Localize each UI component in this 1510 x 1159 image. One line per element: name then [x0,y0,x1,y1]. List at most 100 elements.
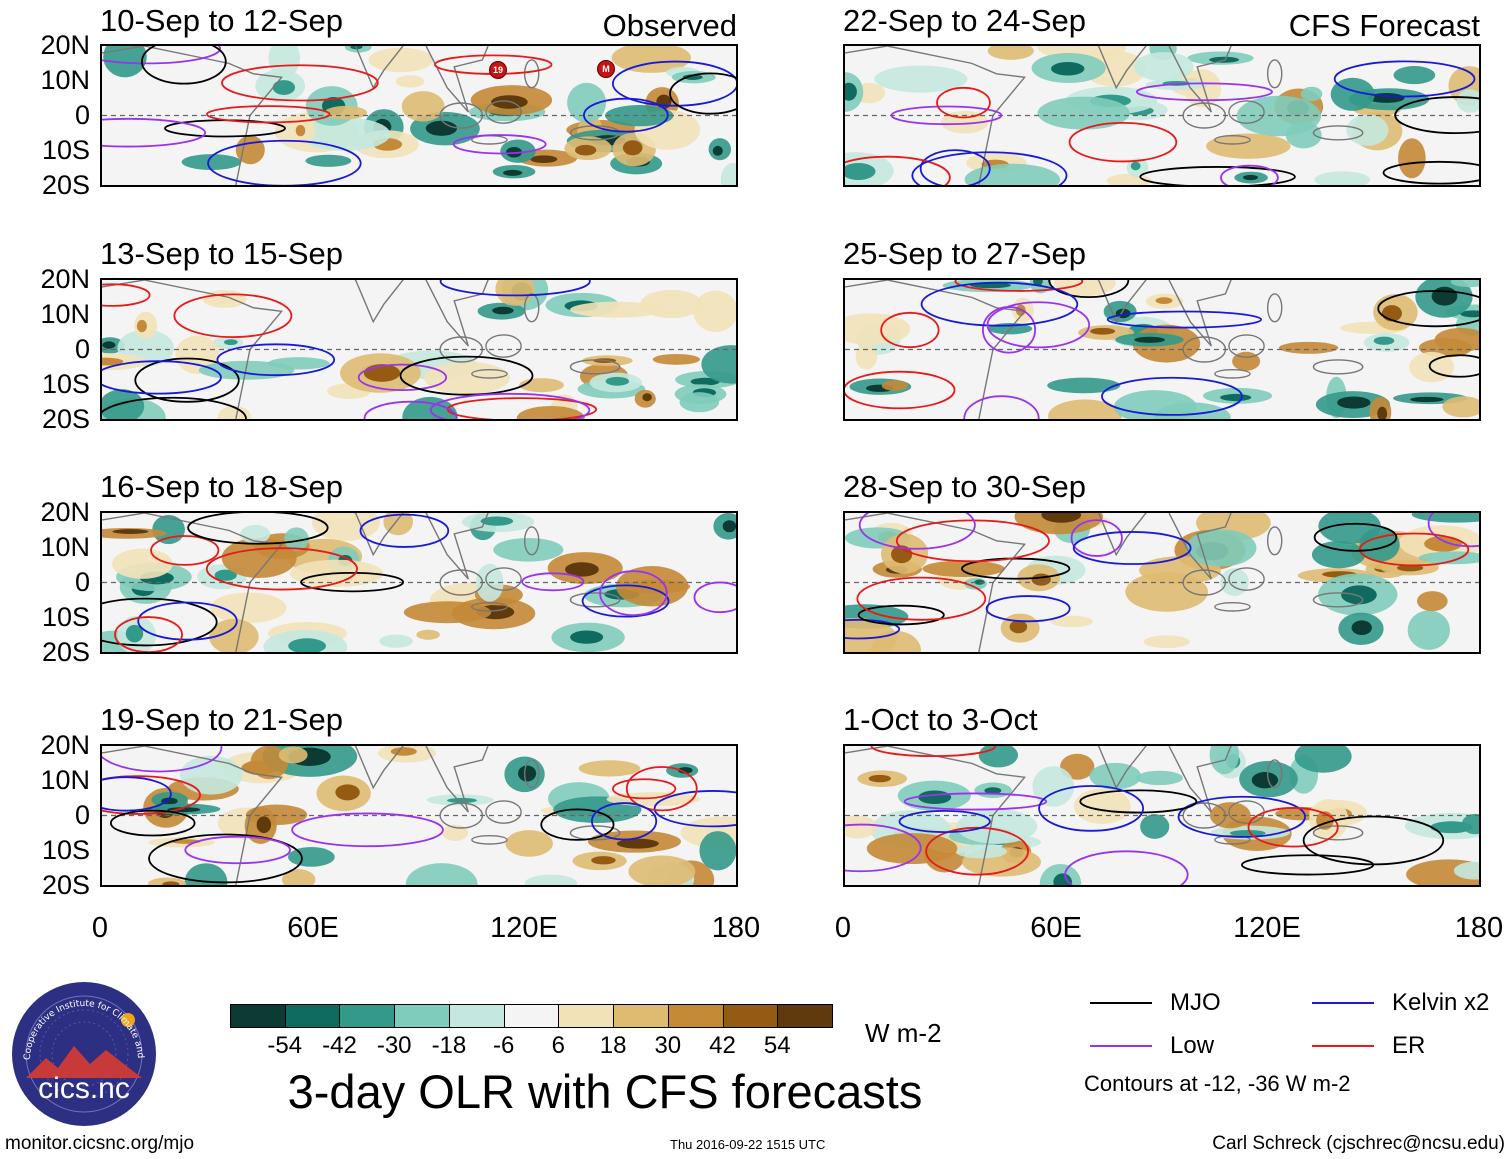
olr-anomaly-core [136,319,147,333]
lat-label: 10N [40,532,90,562]
map-svg [102,513,736,652]
olr-anomaly-blob [956,809,1038,844]
panel-title-right-1: 22-Sep to 24-Sep [843,3,1087,38]
wave-contours [845,280,1479,419]
contour-ring [625,766,698,812]
footer-author: Carl Schreck (cjschrec@ncsu.edu) [1212,1133,1505,1154]
lat-label: 0 [74,567,90,597]
olr-anomaly-blob [1442,396,1479,418]
olr-anomaly-core [656,94,672,109]
olr-anomaly-core [712,145,723,156]
olr-anomaly-blob [1185,529,1257,567]
logo-text: cics.nc [38,1072,130,1105]
coastline-africa [102,513,283,652]
olr-anomaly-core [575,144,597,156]
coastline-new-guinea [569,359,621,375]
olr-anomaly-core [530,155,558,163]
contour-ring [521,572,585,592]
olr-anomaly-blob [604,105,674,127]
coastline-india [1097,513,1147,557]
olr-anomaly-blob [416,629,440,640]
coastlines [102,746,621,885]
contour-ring [1101,376,1243,416]
olr-anomaly-blob [505,830,553,857]
contour-ring [429,392,591,419]
contour-ring [845,823,922,873]
map-panel-left-4 [100,744,738,887]
olr-anomaly-blob [1183,69,1222,108]
olr-anomaly-blob [312,513,380,541]
map-svg [102,46,736,185]
coastline-southeast-asia [425,46,489,113]
contour-ring [985,595,1071,623]
olr-anomaly-core [1460,310,1479,318]
contour-ring [898,809,991,834]
contour-ring [581,584,670,618]
olr-anomaly-blob [1073,788,1131,825]
legend-line-kelvin [1312,1002,1374,1004]
contour-ring [207,139,362,185]
footer-url[interactable]: monitor.cicsnc.org/mjo [5,1133,195,1154]
olr-anomaly-core [682,74,703,80]
olr-anomaly-blob [881,380,908,391]
olr-anomaly-core [570,630,604,644]
olr-anomaly-core [112,529,149,534]
olr-anomaly-blob [284,527,309,551]
lat-label: 10S [41,369,90,399]
olr-anomaly-core [503,169,523,176]
olr-anomaly-blob [217,405,252,419]
olr-anomaly-blob [874,65,968,93]
coastline-southeast-asia [425,746,489,813]
colorbar-tick-label: -54 [267,1032,303,1059]
olr-anomaly-core [1337,396,1371,409]
legend-line-mjo [1090,1002,1152,1004]
colorbar-tick-label: -42 [322,1032,357,1059]
olr-anomaly-blob [103,46,147,78]
coastline-philippines [1266,526,1283,556]
colorbar-units: W m-2 [865,1018,942,1048]
lat-label: 0 [74,100,90,130]
olr-anomaly-core [1051,61,1085,76]
map-panel-left-1 [100,44,738,187]
contour-ring [357,363,448,392]
contour-ring [184,835,291,865]
olr-anomaly-core [1031,573,1051,586]
contour-ring [612,778,677,800]
contour-ring [102,597,218,647]
olr-anomaly-core [1431,286,1458,306]
map-panel-left-2 [100,278,738,421]
legend-contour-note: Contours at -12, -36 W m-2 [1084,1071,1351,1096]
olr-anomaly-blob [701,345,736,384]
contour-ring [1038,785,1145,832]
contour-ring [102,46,221,65]
contour-ring [446,397,598,419]
olr-anomaly-core [223,339,238,346]
colorbar [230,1004,833,1028]
map-panel-left-3 [100,511,738,654]
contour-ring [109,809,196,837]
contour-ring [187,513,329,545]
olr-anomaly-core [918,790,952,805]
coastline-new-guinea [1312,592,1364,608]
contour-ring [102,775,201,815]
contour-ring [540,808,615,841]
olr-anomaly-blob [652,353,701,365]
coastline-philippines [1266,59,1283,89]
olr-anomaly-blob [181,154,242,170]
olr-anomaly-blob [1300,86,1323,102]
olr-anomaly-blob [1294,746,1352,773]
olr-anomaly-blob [1050,615,1093,628]
coastline-new-guinea [1312,125,1364,141]
contour-ring [895,519,1050,563]
contour-ring [141,46,227,85]
map-panel-right-4 [843,744,1481,887]
lat-label: 20S [41,170,90,200]
olr-anomaly-blob [1393,66,1436,85]
lat-label: 20N [40,264,90,294]
contour-ring [452,134,547,155]
olr-anomaly-core [974,579,985,585]
contour-ring [291,812,444,848]
olr-anomaly-core [642,393,652,402]
coastline-philippines [523,293,540,323]
contour-ring [1072,531,1192,565]
